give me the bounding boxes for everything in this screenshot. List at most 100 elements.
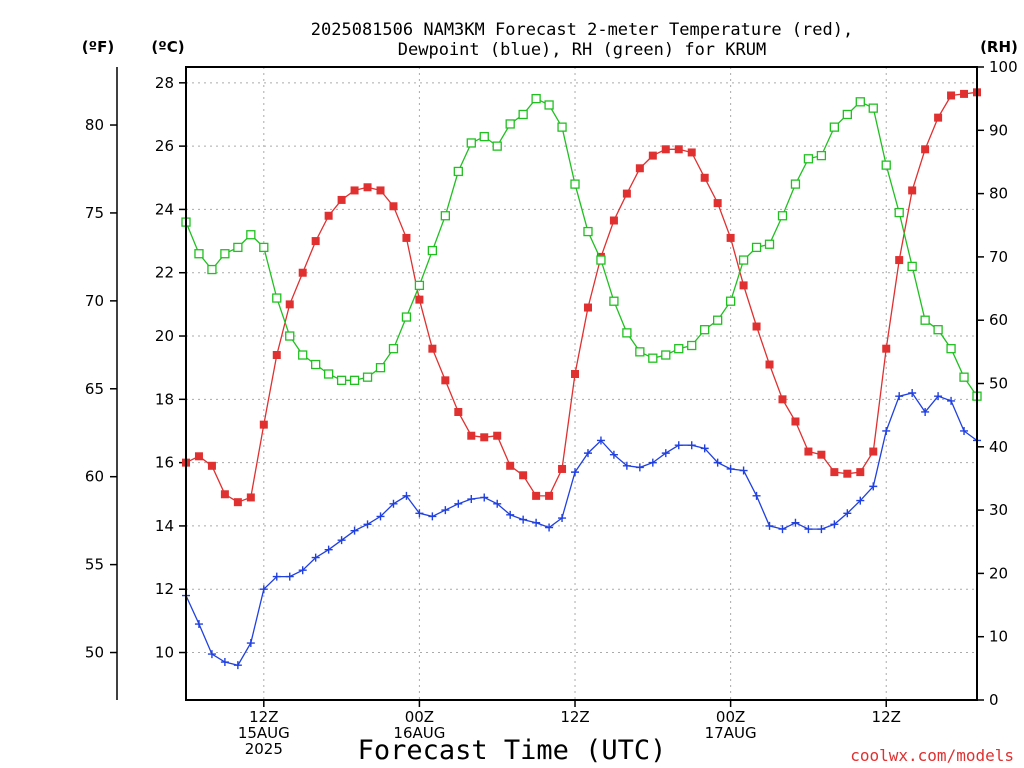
rh-point: [401, 312, 412, 322]
dewpoint-point: [246, 639, 255, 648]
dewpoint-point: [713, 458, 722, 467]
dewpoint-point: [921, 407, 930, 416]
rh-point: [764, 239, 775, 249]
rh-point: [609, 296, 619, 306]
dewpoint-point: [843, 509, 852, 518]
rh-point: [440, 211, 450, 221]
dewpoint-point: [545, 523, 554, 532]
temperature-point: [882, 344, 891, 353]
dewpoint-point: [233, 661, 242, 670]
time-tick-label: 00Z: [405, 708, 434, 726]
rh-point: [505, 119, 515, 129]
temperature-point: [233, 498, 242, 507]
rh-point: [648, 353, 658, 363]
temperature-point: [519, 471, 528, 480]
rh-point: [959, 372, 969, 382]
dewpoint-point: [571, 468, 580, 477]
chart-title-line-1: 2025081506 NAM3KM Forecast 2-meter Tempe…: [311, 20, 853, 40]
rh-point: [285, 331, 295, 341]
temperature-point: [908, 186, 917, 195]
time-tick-label: 16AUG: [393, 724, 445, 742]
rh-point: [194, 249, 204, 259]
rh-point: [427, 245, 438, 256]
series-layer: [181, 88, 982, 670]
dewpoint-point: [765, 521, 774, 530]
rh-point: [687, 340, 697, 351]
rh-point: [388, 344, 399, 354]
celsius-tick-label: 16: [155, 454, 174, 472]
celsius-tick-label: 26: [155, 137, 174, 155]
temperature-point: [817, 450, 826, 459]
celsius-axis: 10 12 14 16 18 20 22 24 26 28: [155, 74, 186, 662]
temperature-point: [441, 376, 450, 385]
dewpoint-point: [882, 426, 891, 435]
rh-point: [674, 344, 684, 354]
credit-label: coolwx.com/models: [850, 746, 1014, 765]
rh-tick-label: 60: [989, 311, 1008, 329]
rh-point: [349, 375, 360, 385]
rh-point: [518, 109, 528, 120]
temperature-point: [804, 447, 813, 456]
rh-point: [738, 255, 749, 265]
rh-point: [414, 280, 425, 291]
dewpoint-point: [583, 449, 592, 458]
temperature-point: [713, 199, 722, 208]
temperature-point: [778, 395, 787, 404]
rh-point: [233, 242, 243, 253]
dewpoint-point: [687, 441, 696, 450]
temperature-point: [480, 433, 489, 442]
dewpoint-point: [947, 396, 956, 405]
dewpoint-point: [752, 491, 761, 500]
time-tick-label: 00Z: [716, 708, 745, 726]
dewpoint-point: [259, 585, 268, 594]
rh-tick-label: 100: [989, 58, 1018, 76]
dewpoint-point: [558, 514, 567, 523]
temperature-point: [726, 233, 735, 242]
temperature-line: [185, 91, 978, 503]
rh-point: [220, 249, 230, 259]
temperature-point: [635, 164, 644, 173]
rh-point: [544, 100, 554, 110]
temperature-point: [363, 183, 372, 192]
temperature-point: [415, 295, 424, 304]
fahrenheit-tick-label: 80: [85, 116, 104, 134]
dewpoint-point: [428, 512, 437, 521]
time-tick-label: 12Z: [249, 708, 278, 726]
fahrenheit-axis: 50 55 60 65 70 75 80: [85, 67, 118, 700]
rh-point: [375, 363, 386, 373]
rh-point: [829, 122, 840, 132]
dewpoint-line: [185, 392, 978, 666]
temperature-point: [648, 151, 657, 160]
dewpoint-point: [895, 392, 904, 401]
celsius-unit-label: (ºC): [151, 38, 184, 56]
rh-point: [777, 211, 788, 221]
temperature-point: [687, 148, 696, 157]
temperature-point: [337, 195, 346, 204]
dewpoint-point: [596, 436, 605, 445]
rh-point: [946, 344, 956, 354]
rh-tick-label: 30: [989, 501, 1008, 519]
dewpoint-point: [363, 520, 372, 529]
rh-point: [466, 138, 476, 148]
dewpoint-point: [415, 509, 424, 518]
temperature-point: [661, 145, 670, 154]
rh-point: [751, 242, 762, 253]
temperature-point: [869, 447, 878, 456]
rh-point: [790, 179, 801, 189]
temperature-point: [674, 145, 683, 154]
dewpoint-point: [791, 518, 800, 527]
temperature-point: [921, 145, 930, 154]
dewpoint-point: [493, 499, 502, 508]
series-dewpoint: [182, 388, 981, 670]
rh-point: [700, 325, 710, 335]
rh-point: [531, 94, 541, 104]
fahrenheit-tick-label: 50: [85, 644, 104, 662]
dewpoint-point: [324, 545, 333, 554]
temperature-point: [947, 91, 956, 100]
rh-point: [894, 207, 904, 218]
dewpoint-point: [298, 566, 307, 575]
celsius-tick-label: 22: [155, 264, 174, 282]
rh-point: [725, 296, 736, 306]
dewpoint-point: [830, 520, 839, 529]
